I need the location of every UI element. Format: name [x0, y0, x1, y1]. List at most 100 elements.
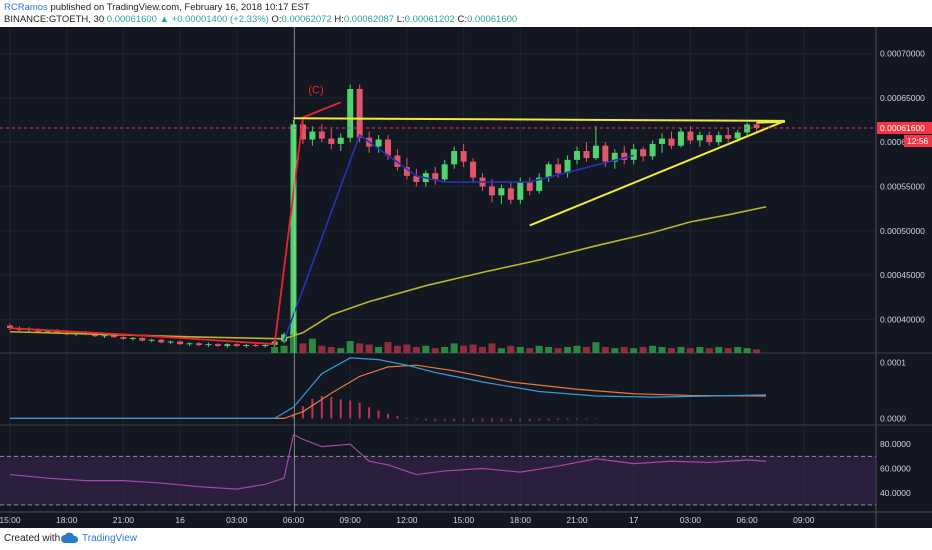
volume-bar	[346, 341, 354, 353]
price-tick-label: 0.00040000	[880, 314, 925, 324]
candle-body	[687, 131, 694, 141]
volume-bar	[384, 342, 392, 353]
triangle-pattern-line	[293, 117, 785, 122]
volume-bar	[469, 344, 477, 353]
candle-body	[167, 341, 174, 343]
volume-bar	[290, 331, 297, 353]
price-tick-label: 0.00050000	[880, 226, 925, 236]
high-value: 0.00062087	[343, 14, 395, 25]
candle-body	[233, 344, 240, 346]
time-tick-label: 09:00	[793, 515, 815, 525]
candle-body	[630, 149, 637, 160]
candle-body	[290, 124, 297, 335]
candle-body	[394, 155, 401, 167]
candle-body	[243, 345, 250, 347]
tradingview-cloud-icon	[61, 532, 79, 543]
candle-body	[262, 345, 269, 347]
wave-line-red	[9, 101, 342, 346]
candle-body	[403, 166, 410, 176]
candle-body	[186, 343, 193, 345]
volume-bar	[649, 345, 657, 353]
candle-body	[281, 334, 288, 342]
last-price: 0.00061600	[104, 14, 157, 25]
candle-body	[517, 182, 524, 200]
volume-bar	[526, 348, 534, 353]
candle-body	[177, 341, 184, 345]
macd-tick-label: 0.0000	[880, 413, 906, 423]
close-label: C:	[454, 14, 467, 25]
time-tick-label: 09:00	[340, 515, 362, 525]
candle-body	[611, 152, 618, 162]
candle-body	[224, 344, 231, 346]
candle-body	[451, 151, 458, 165]
open-value: 0.00062072	[281, 14, 332, 25]
author-link[interactable]: RCRamos	[4, 2, 48, 13]
price-tick-label: 0.00060000	[880, 137, 925, 147]
candle-body	[101, 335, 108, 337]
tradingview-link[interactable]: TradingView	[82, 533, 138, 544]
volume-bar	[356, 343, 364, 353]
candle-body	[555, 164, 562, 174]
close-value: 0.00061600	[466, 14, 518, 25]
candle-body	[139, 337, 146, 341]
time-tick-label: 03:00	[680, 515, 702, 525]
current-price-tag: 0.00061600 12:56	[877, 121, 932, 147]
volume-bar	[431, 348, 439, 353]
candle-body	[356, 89, 363, 138]
candle-body	[498, 188, 505, 196]
time-tick-label: 12:00	[396, 515, 418, 525]
candle-body	[54, 330, 61, 333]
candle-body	[7, 325, 13, 329]
volume-bar	[545, 347, 553, 353]
volume-bar	[422, 345, 430, 353]
volume-bar	[497, 348, 505, 353]
candle-body	[507, 188, 514, 200]
candle-body	[583, 151, 590, 159]
candle-body	[536, 177, 543, 191]
volume-bar	[412, 347, 420, 353]
volume-bar	[696, 347, 704, 353]
time-tick-label: 06:00	[283, 515, 305, 525]
candle-body	[753, 124, 760, 128]
current-price-value: 0.00061600	[880, 123, 925, 133]
candle-body	[592, 145, 599, 159]
volume-bar	[327, 347, 335, 353]
chart-canvas[interactable]: 15:00 18:00 21:00 16 03:00 06:00 09:00 12:00 15:…	[0, 27, 932, 528]
volume-bar	[573, 345, 581, 353]
volume-bar	[299, 343, 307, 353]
chart-background	[0, 27, 932, 528]
volume-bar	[271, 347, 279, 353]
volume-bar	[441, 347, 449, 353]
candle-body	[413, 175, 420, 183]
candle-body	[432, 173, 439, 180]
rsi-tick-label: 80.0000	[880, 439, 911, 449]
candle-body	[460, 151, 467, 162]
rsi-line	[9, 433, 767, 490]
volume-bar	[724, 348, 732, 353]
candle-body	[574, 151, 580, 160]
volume-bar	[639, 347, 647, 353]
time-tick-label: 21:00	[113, 515, 135, 525]
time-tick-label: 16	[175, 515, 185, 525]
candle-body	[659, 138, 666, 144]
volume-bar	[753, 349, 761, 353]
candle-body	[677, 131, 684, 146]
wave-line-blue	[283, 133, 634, 341]
current-price-box	[877, 121, 932, 134]
candle-body	[744, 124, 751, 133]
volume-bar	[280, 345, 288, 353]
time-tick-label: 03:00	[226, 515, 248, 525]
volume-bar	[488, 343, 496, 353]
candle-body	[252, 345, 259, 347]
candle-body	[715, 135, 722, 143]
axes-labels: 15:00 18:00 21:00 16 03:00 06:00 09:00 12:00 15:…	[0, 49, 925, 525]
volume-bar	[535, 345, 543, 353]
volume-bar	[564, 347, 572, 353]
candle-body	[545, 164, 552, 178]
candle-body	[696, 135, 703, 141]
low-label: L:	[394, 14, 405, 25]
candle-body	[470, 161, 477, 178]
candle-body	[214, 344, 221, 346]
macd-line	[10, 357, 767, 419]
price-tick-label: 0.00055000	[880, 181, 925, 191]
